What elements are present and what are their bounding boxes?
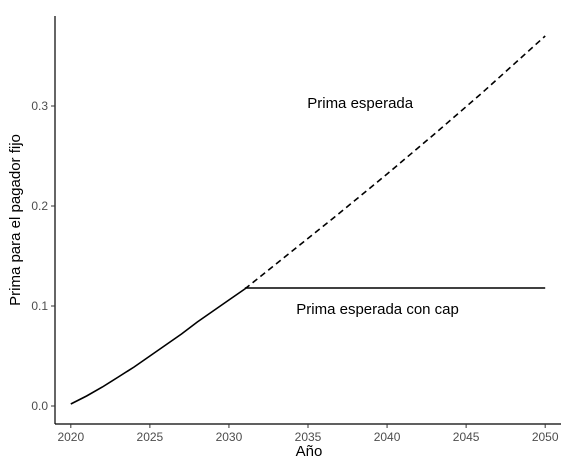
y-tick-label: 0.1 — [31, 299, 48, 313]
x-tick-label: 2035 — [295, 430, 322, 444]
annotation-label-2: Prima esperada con cap — [296, 301, 459, 318]
annotation-label-1: Prima esperada — [307, 95, 414, 112]
x-tick-label: 2020 — [57, 430, 84, 444]
y-tick-label: 0.0 — [31, 399, 48, 413]
y-axis-title: Prima para el pagador fijo — [7, 134, 24, 306]
y-tick-label: 0.3 — [31, 99, 48, 113]
series-line-2 — [244, 35, 546, 290]
x-tick-label: 2045 — [453, 430, 480, 444]
x-tick-label: 2050 — [532, 430, 559, 444]
y-axis-ticks: 0.0 0.1 0.2 0.3 — [31, 99, 55, 413]
x-tick-label: 2040 — [374, 430, 401, 444]
series-line-1 — [70, 288, 246, 405]
y-tick-label: 0.2 — [31, 199, 48, 213]
x-tick-label: 2025 — [137, 430, 164, 444]
x-tick-label: 2030 — [216, 430, 243, 444]
x-axis-ticks: 2020 2025 2030 2035 2040 2045 2050 — [57, 424, 559, 444]
series-group — [70, 35, 546, 405]
annotations: Prima esperada Prima esperada con cap — [296, 95, 459, 318]
x-axis-title: Año — [296, 443, 323, 460]
